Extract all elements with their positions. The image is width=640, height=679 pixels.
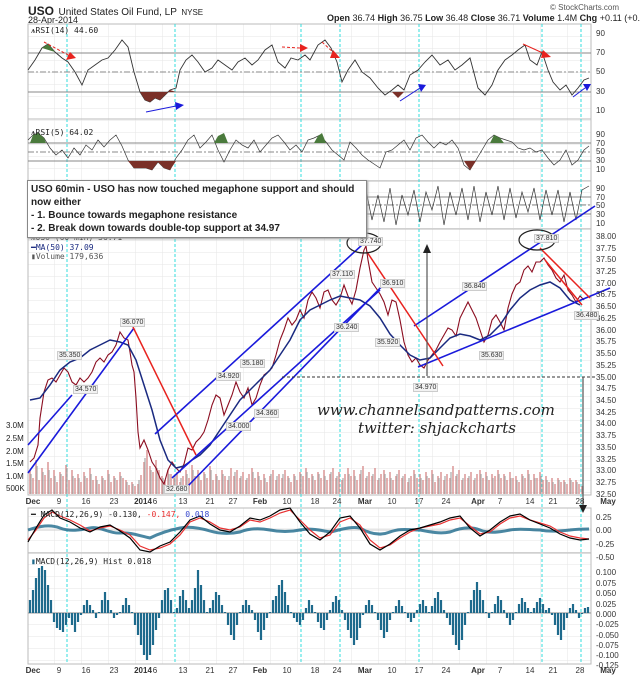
x-tick-label: 18: [310, 666, 320, 675]
x-tick-label: 16: [81, 497, 91, 506]
price-point-label: 35.350: [57, 351, 83, 360]
price-point-label: 35.920: [375, 338, 401, 347]
x-tick-label: 10: [282, 666, 292, 675]
volume-value: 1.4M: [557, 13, 578, 23]
price-point-label: 35.630: [479, 351, 505, 360]
x-tick-label: 21: [205, 666, 215, 675]
price-point-label: 35.180: [240, 359, 266, 368]
open-value: 36.74: [352, 13, 376, 23]
price-point-label: 34.970: [413, 383, 439, 392]
security-name: United States Oil Fund, LP: [58, 7, 177, 18]
price-point-label: 37.110: [330, 270, 355, 279]
x-tick-label: 27: [228, 497, 238, 506]
price-point-label: 32.680: [164, 485, 190, 494]
macd-legend: ━ MACD(12,26,9) -0.130, -0.147, 0.018: [31, 510, 210, 519]
x-tick-label: Mar: [357, 666, 373, 675]
x-tick-label: 9: [56, 497, 62, 506]
change-value: +0.11 (+0.30%): [599, 13, 640, 23]
x-tick-label: 9: [56, 666, 62, 675]
x-tick-label: 27: [228, 666, 238, 675]
rsi5-panel: [27, 118, 592, 182]
watermark-site: www.channelsandpatterns.com: [317, 401, 555, 419]
x-tick-label: 24: [441, 497, 451, 506]
x-tick-label: Apr: [471, 497, 485, 506]
x-tick-label: 24: [441, 666, 451, 675]
x-tick-label: 17: [414, 666, 424, 675]
x-tick-label: Dec: [25, 497, 41, 506]
cyan-date-markers: [66, 24, 582, 664]
x-tick-label: 23: [109, 666, 119, 675]
rsi14-legend: ⩚RSI(14) 44.60: [31, 26, 99, 35]
chart-glyph-icon: ⩚: [31, 128, 36, 137]
analysis-note: USO 60min - USO has now touched megaphon…: [27, 180, 367, 238]
low-value: 36.48: [445, 13, 469, 23]
x-tick-label: 10: [387, 497, 397, 506]
x-axis-bottom: Dec 9 16 23 2014 6 13 21 27 Feb 10 18 24 Mar 10 17 24 Apr…: [0, 666, 640, 676]
ohlc-summary: Open 36.74 High 36.75 Low 36.48 Close 36…: [327, 13, 640, 23]
symbol: USO: [28, 4, 55, 18]
x-tick-label: 14: [525, 497, 535, 506]
x-tick-label: 7: [497, 497, 503, 506]
price-point-label: 36.070: [120, 318, 146, 327]
x-axis-price: Dec 9 16 23 2014 6 13 21 27 Feb 10 18 24 Mar 10 17 24 Apr…: [0, 497, 640, 507]
close-value: 36.71: [497, 13, 521, 23]
x-tick-label: 14: [525, 666, 535, 675]
price-point-label: 34.360: [254, 409, 280, 418]
exchange: NYSE: [181, 8, 204, 17]
price-point-label: 36.480: [574, 311, 600, 320]
price-point-label: 37.810: [534, 234, 560, 243]
x-tick-label: Apr: [471, 666, 485, 675]
price-point-label: 34.920: [216, 372, 242, 381]
x-tick-label: 28: [575, 666, 585, 675]
line-icon: ━: [31, 243, 36, 252]
x-tick-label: 21: [548, 666, 558, 675]
x-tick-label: 10: [387, 666, 397, 675]
x-tick-label: 28: [575, 497, 585, 506]
x-tick-label: 18: [310, 497, 320, 506]
volume-icon: ▮: [31, 252, 36, 261]
downtrend-lines: [132, 247, 591, 456]
price-point-label: 36.240: [334, 323, 360, 332]
x-tick-label: Feb: [252, 497, 268, 506]
watermark-twitter: twitter: shjackcharts: [358, 419, 516, 437]
x-tick-label: 16: [81, 666, 91, 675]
x-tick-label: 2014: [134, 497, 152, 506]
x-tick-label: 24: [332, 497, 342, 506]
volume-bars: [29, 450, 584, 494]
copyright: © StockCharts.com: [550, 3, 620, 12]
x-tick-label: Feb: [252, 666, 268, 675]
x-tick-label: 10: [282, 497, 292, 506]
x-tick-label: 24: [332, 666, 342, 675]
x-tick-label: 17: [414, 497, 424, 506]
high-value: 36.75: [400, 13, 423, 23]
chart-glyph-icon: ⩚: [31, 26, 36, 35]
x-tick-label: 2014: [134, 666, 152, 675]
price-point-label: 34.000: [226, 422, 252, 431]
x-tick-label: 21: [548, 497, 558, 506]
x-tick-label: 13: [178, 497, 188, 506]
x-tick-label: 21: [205, 497, 215, 506]
x-tick-label: May: [600, 497, 616, 506]
x-tick-label: 23: [109, 497, 119, 506]
price-point-label: 36.910: [380, 279, 406, 288]
x-tick-label: May: [600, 666, 616, 675]
price-point-label: 34.570: [73, 385, 99, 394]
rsi-divergence-arrows: [43, 41, 591, 113]
rsi5-legend: ⩚RSI(5) 64.02: [31, 128, 94, 137]
x-tick-label: 7: [497, 666, 503, 675]
x-tick-label: Mar: [357, 497, 373, 506]
chart-date: 28-Apr-2014: [28, 15, 79, 25]
x-tick-label: 6: [152, 497, 158, 506]
price-panel: [27, 228, 592, 496]
price-point-label: 36.840: [462, 282, 488, 291]
chart-title: USO United States Oil Fund, LP NYSE: [28, 2, 203, 20]
line-icon: ━: [31, 510, 36, 519]
price-point-label: 37.740: [358, 237, 384, 246]
x-tick-label: 6: [152, 666, 158, 675]
x-tick-label: 13: [178, 666, 188, 675]
bar-icon: ▮: [31, 557, 36, 566]
hist-legend: ▮MACD(12,26,9) Hist 0.018: [31, 557, 152, 566]
x-tick-label: Dec: [25, 666, 41, 675]
